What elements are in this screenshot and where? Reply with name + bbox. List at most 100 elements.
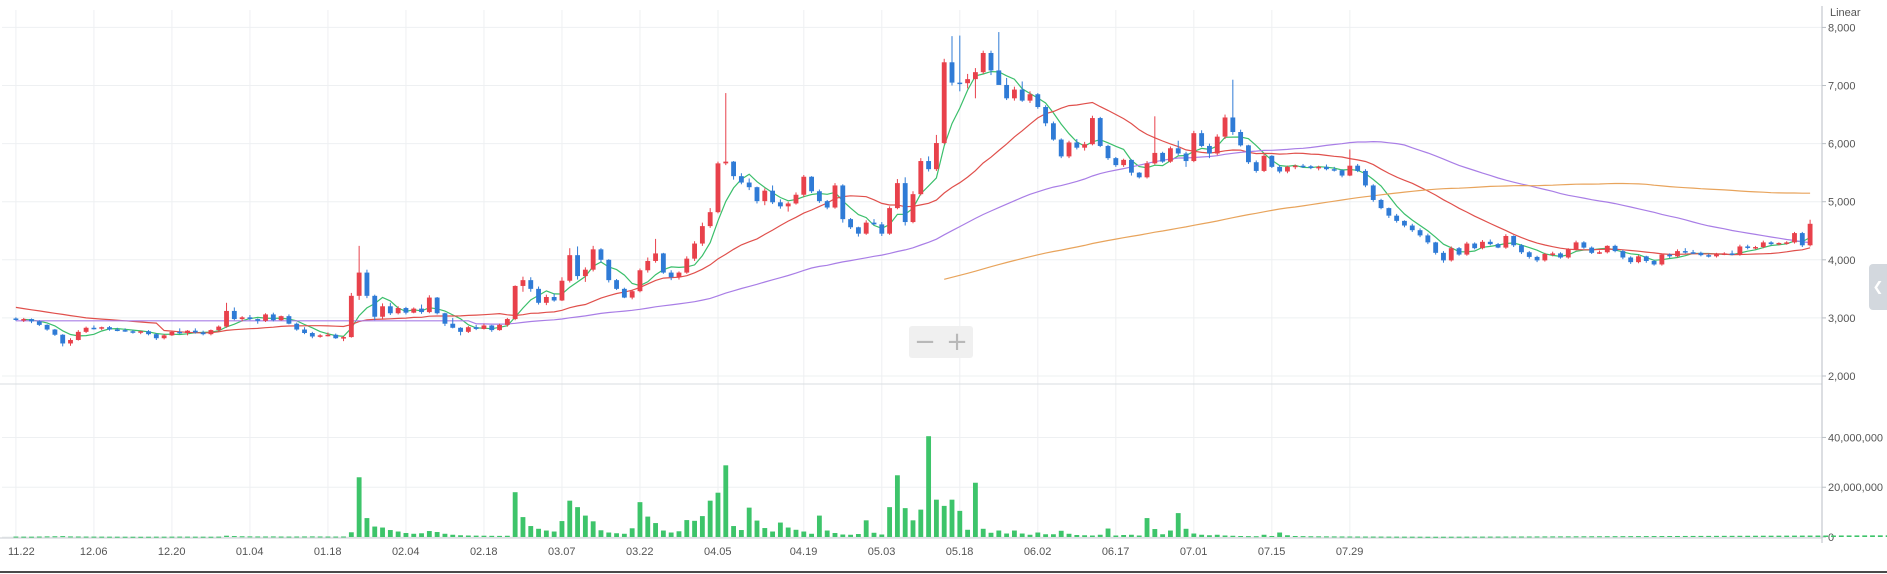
volume-bar bbox=[543, 530, 549, 537]
candle-body bbox=[1066, 142, 1072, 157]
chevron-left-icon: ❮ bbox=[1872, 279, 1884, 295]
candle-body bbox=[239, 317, 245, 320]
volume-bar bbox=[1565, 536, 1571, 538]
candle-body bbox=[1355, 165, 1361, 171]
volume-bar bbox=[1511, 536, 1517, 538]
candle-body bbox=[1620, 251, 1626, 258]
volume-bar bbox=[1074, 535, 1080, 537]
volume-bar bbox=[1526, 536, 1532, 538]
volume-tick-label: 20,000,000 bbox=[1828, 482, 1883, 494]
date-tick-label: 03.07 bbox=[548, 546, 576, 558]
candle-body bbox=[684, 258, 690, 273]
candle-body bbox=[1526, 252, 1532, 257]
candle-body bbox=[138, 331, 144, 333]
volume-bar bbox=[1682, 535, 1688, 537]
candle-body bbox=[1285, 166, 1290, 172]
candle-body bbox=[434, 297, 440, 314]
volume-bar bbox=[1675, 535, 1680, 537]
volume-bar bbox=[777, 522, 783, 537]
volume-bar bbox=[785, 527, 791, 537]
candle-body bbox=[1386, 208, 1392, 216]
candle-body bbox=[1651, 260, 1657, 265]
candle-body bbox=[1105, 145, 1111, 159]
candle-body bbox=[1035, 94, 1041, 108]
candle-body bbox=[200, 332, 206, 335]
scale-mode-label[interactable]: Linear bbox=[1830, 7, 1861, 19]
candle-body bbox=[1768, 242, 1774, 245]
volume-bar bbox=[161, 536, 167, 538]
volume-bar bbox=[1199, 534, 1205, 537]
candle-body bbox=[801, 176, 807, 195]
volume-bar bbox=[536, 528, 541, 537]
candle-body bbox=[871, 222, 877, 225]
volume-bar bbox=[629, 528, 635, 537]
candle-body bbox=[1441, 252, 1446, 261]
candle-body bbox=[1714, 254, 1719, 257]
volume-bar bbox=[520, 517, 526, 537]
zoom-out-button[interactable]: − bbox=[914, 327, 936, 357]
volume-bar bbox=[965, 529, 971, 537]
date-tick-label: 05.18 bbox=[946, 546, 974, 558]
volume-bar bbox=[1386, 536, 1392, 538]
candle-body bbox=[1019, 89, 1025, 101]
volume-bar bbox=[286, 536, 292, 538]
volume-bar bbox=[130, 536, 136, 538]
candle-body bbox=[1675, 251, 1680, 257]
volume-bar bbox=[1160, 534, 1166, 537]
zoom-in-button[interactable]: + bbox=[946, 327, 968, 357]
candle-body bbox=[1097, 118, 1103, 146]
ma5-line bbox=[23, 70, 1811, 338]
volume-bar bbox=[1004, 533, 1010, 537]
volume-bar bbox=[1043, 534, 1049, 537]
volume-bar bbox=[668, 532, 674, 537]
volume-bar bbox=[75, 536, 81, 538]
candle-body bbox=[192, 330, 198, 333]
volume-bar bbox=[1238, 536, 1244, 538]
candle-body bbox=[1324, 166, 1329, 170]
candle-body bbox=[1456, 248, 1462, 255]
volume-bar bbox=[949, 499, 955, 537]
volume-bar bbox=[255, 536, 261, 538]
candle-body bbox=[309, 333, 315, 337]
volume-bar bbox=[270, 536, 276, 538]
volume-bar bbox=[395, 531, 401, 537]
date-tick-label: 06.17 bbox=[1102, 546, 1130, 558]
volume-bar bbox=[1823, 535, 1829, 537]
date-tick-label: 07.15 bbox=[1258, 546, 1286, 558]
date-tick-label: 11.22 bbox=[8, 546, 35, 558]
volume-bar bbox=[1534, 536, 1540, 538]
volume-bar bbox=[1183, 528, 1189, 537]
candle-body bbox=[1799, 233, 1805, 246]
candle-body bbox=[1050, 123, 1056, 140]
volume-bar bbox=[36, 536, 42, 538]
price-tick-label: 4,000 bbox=[1828, 255, 1856, 267]
volume-bar bbox=[1105, 528, 1111, 537]
volume-bar bbox=[1870, 535, 1875, 537]
candle-body bbox=[1339, 170, 1345, 176]
candle-body bbox=[497, 324, 502, 331]
volume-bar bbox=[200, 536, 206, 538]
volume-bar bbox=[1363, 536, 1368, 538]
side-panel-toggle[interactable]: ❮ bbox=[1869, 264, 1887, 310]
date-tick-label: 03.22 bbox=[626, 546, 654, 558]
volume-bar bbox=[1768, 535, 1774, 537]
candle-body bbox=[621, 288, 627, 298]
candle-body bbox=[551, 296, 557, 301]
volume-bar bbox=[231, 536, 237, 538]
volume-bar bbox=[224, 535, 229, 537]
volume-bar bbox=[1324, 536, 1329, 538]
volume-bar bbox=[1643, 536, 1649, 538]
candle-body bbox=[1612, 245, 1618, 252]
volume-bar bbox=[380, 527, 385, 537]
volume-bar bbox=[879, 534, 885, 537]
candle-body bbox=[746, 182, 752, 188]
candle-body bbox=[161, 335, 167, 339]
candle-body bbox=[1472, 243, 1478, 249]
candle-body bbox=[957, 82, 963, 85]
candle-body bbox=[1191, 133, 1197, 162]
volume-bar bbox=[902, 508, 908, 537]
volume-bar bbox=[1885, 535, 1887, 537]
candle-body bbox=[1246, 145, 1251, 163]
volume-bar bbox=[1269, 536, 1275, 538]
